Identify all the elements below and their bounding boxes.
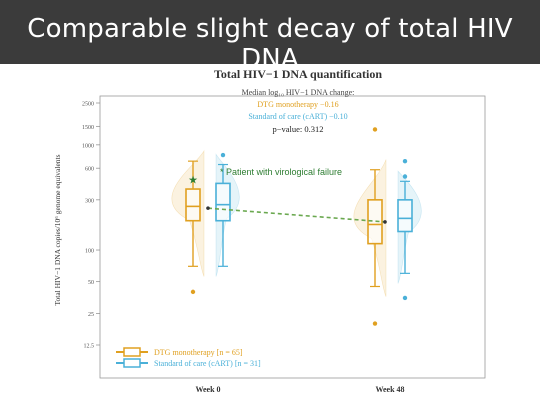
trend-mean-point — [206, 206, 210, 210]
box — [397, 199, 413, 233]
change-dtg: DTG monotherapy −0.16 — [257, 100, 338, 109]
hiv-dna-chart: Total HIV−1 DNA quantification Median lo… — [53, 67, 486, 394]
box — [367, 199, 383, 245]
y-tick-label: 50 — [88, 280, 94, 286]
box-plots: ★ — [185, 127, 413, 326]
y-tick-label: 1500 — [82, 125, 94, 131]
chart-title: Total HIV−1 DNA quantification — [214, 67, 382, 81]
legend-sc-box — [123, 358, 141, 368]
y-tick-label: 1000 — [82, 143, 94, 149]
p-value: p−value: 0.312 — [272, 124, 323, 134]
outlier-point — [402, 174, 408, 179]
x-tick-week-0: Week 0 — [195, 385, 220, 394]
y-tick-label: 12.5 — [84, 344, 95, 350]
y-tick-label: 300 — [85, 198, 94, 204]
trend-dashed-line — [207, 207, 386, 223]
legend-dtg-box — [123, 347, 141, 357]
outlier-point — [190, 289, 196, 295]
change-sc: Standard of care (cART) −0.10 — [248, 112, 347, 121]
y-tick-label: 25 — [88, 312, 94, 318]
trend-line — [206, 206, 387, 224]
outlier-point — [372, 321, 378, 326]
virological-failure-marker: ★ — [188, 174, 198, 186]
outlier-point — [372, 127, 378, 132]
outlier-point — [402, 158, 408, 164]
box — [215, 182, 231, 222]
box — [185, 188, 201, 222]
outlier-point — [402, 295, 408, 301]
x-tick-week-48: Week 48 — [375, 385, 404, 394]
y-tick-label: 2500 — [82, 102, 94, 108]
slide-title: Comparable slight decay of total HIV DNA — [27, 14, 513, 74]
y-ticks: 2500 1500 1000 600 300 100 50 25 12.5 — [82, 102, 100, 350]
chart-subtitle: Median log₁₀ HIV−1 DNA change: — [242, 88, 355, 97]
y-tick-label: 600 — [85, 167, 94, 173]
virological-failure-annotation: * Patient with virological failure — [220, 167, 342, 177]
outlier-point — [220, 152, 226, 158]
legend-sc-label: Standard of care (cART) [n = 31] — [154, 359, 261, 368]
y-tick-label: 100 — [85, 249, 94, 255]
plot-frame — [99, 95, 486, 379]
trend-mean-point — [383, 220, 387, 224]
legend-dtg-label: DTG monotherapy [n = 65] — [154, 348, 243, 357]
slide-header: Comparable slight decay of total HIV DNA — [0, 0, 540, 74]
legend: DTG monotherapy [n = 65] Standard of car… — [116, 347, 261, 368]
y-axis-label: Total HIV−1 DNA copies/10⁶ genome equiva… — [53, 154, 62, 305]
